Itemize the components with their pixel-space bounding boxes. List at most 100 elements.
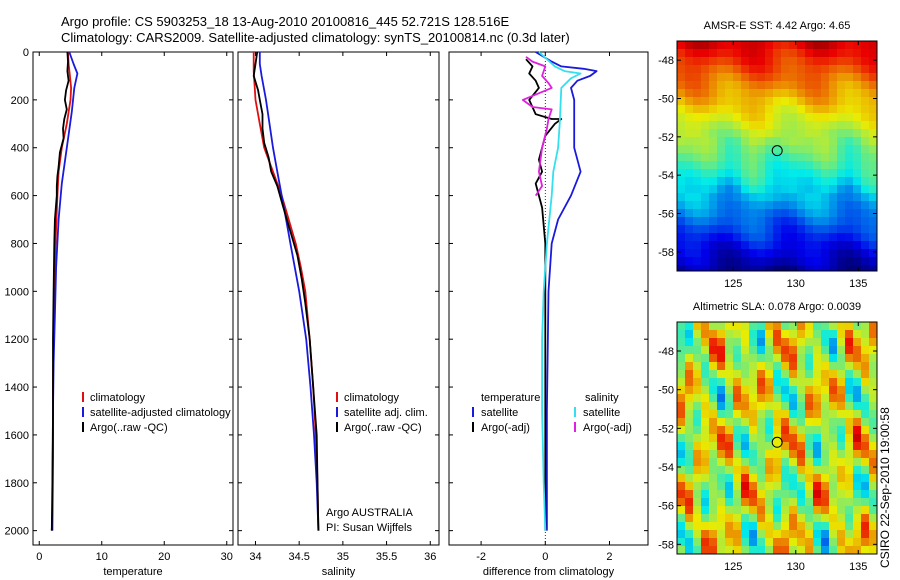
heatmap-cell	[725, 105, 734, 114]
heatmap-cell	[701, 546, 710, 555]
heatmap-cell	[805, 442, 814, 451]
heatmap-cell	[685, 402, 694, 411]
heatmap-cell	[869, 362, 878, 371]
heatmap-cell	[837, 482, 846, 491]
heatmap-cell	[805, 434, 814, 443]
heatmap-cell	[821, 474, 830, 483]
heatmap-cell	[741, 442, 750, 451]
heatmap-cell	[733, 514, 742, 523]
heatmap-cell	[693, 209, 702, 218]
heatmap-cell	[789, 474, 798, 483]
heatmap-cell	[693, 362, 702, 371]
heatmap-cell	[725, 121, 734, 130]
heatmap-cell	[773, 169, 782, 178]
heatmap-cell	[853, 370, 862, 379]
heatmap-cell	[837, 362, 846, 371]
heatmap-cell	[677, 105, 686, 114]
heatmap-cell	[741, 458, 750, 467]
heatmap-cell	[845, 522, 854, 531]
x-tick-label: -2	[476, 551, 486, 563]
heatmap-cell	[741, 241, 750, 250]
heatmap-cell	[797, 185, 806, 194]
heatmap-cell	[845, 169, 854, 178]
heatmap-cell	[789, 482, 798, 491]
heatmap-cell	[853, 169, 862, 178]
heatmap-cell	[709, 530, 718, 539]
heatmap-cell	[685, 121, 694, 130]
heatmap-cell	[733, 386, 742, 395]
heatmap-cell	[773, 466, 782, 475]
heatmap-cell	[757, 498, 766, 507]
heatmap-cell	[709, 97, 718, 106]
heatmap-cell	[837, 442, 846, 451]
heatmap-cell	[837, 113, 846, 122]
heatmap-cell	[837, 249, 846, 258]
heatmap-cell	[693, 530, 702, 539]
heatmap-cell	[781, 257, 790, 266]
heatmap-cell	[693, 265, 702, 272]
heatmap-cell	[717, 506, 726, 515]
heatmap-cell	[677, 354, 686, 363]
heatmap-cell	[837, 81, 846, 90]
heatmap-cell	[853, 426, 862, 435]
heatmap-cell	[773, 153, 782, 162]
heatmap-cell	[789, 530, 798, 539]
heatmap-cell	[765, 410, 774, 419]
heatmap-cell	[781, 386, 790, 395]
heatmap-cell	[733, 105, 742, 114]
heatmap-cell	[813, 522, 822, 531]
heatmap-cell	[677, 506, 686, 515]
legend-entry: Argo(-adj)	[583, 422, 632, 434]
heatmap-cell	[709, 458, 718, 467]
heatmap-cell	[733, 378, 742, 387]
heatmap-cell	[853, 257, 862, 266]
heatmap-cell	[845, 330, 854, 339]
heatmap-cell	[765, 105, 774, 114]
legend-entry: Argo(-adj)	[481, 422, 530, 434]
heatmap-cell	[797, 225, 806, 234]
heatmap-cell	[805, 458, 814, 467]
heatmap-cell	[845, 145, 854, 154]
heatmap-cell	[693, 370, 702, 379]
heatmap-cell	[749, 193, 758, 202]
heatmap-cell	[741, 185, 750, 194]
heatmap-cell	[821, 458, 830, 467]
heatmap-cell	[757, 249, 766, 258]
heatmap-cell	[749, 177, 758, 186]
heatmap-cell	[813, 57, 822, 66]
heatmap-cell	[845, 265, 854, 272]
heatmap-cell	[813, 514, 822, 523]
heatmap-cell	[845, 498, 854, 507]
heatmap-cell	[749, 418, 758, 427]
heatmap-cell	[861, 57, 870, 66]
heatmap-cell	[709, 482, 718, 491]
heatmap-cell	[741, 65, 750, 74]
heatmap-cell	[765, 201, 774, 210]
heatmap-cell	[725, 418, 734, 427]
y-tick-label: -54	[658, 462, 674, 474]
heatmap-cell	[781, 354, 790, 363]
heatmap-cell	[797, 209, 806, 218]
heatmap-cell	[693, 434, 702, 443]
heatmap-cell	[813, 386, 822, 395]
heatmap-cell	[821, 65, 830, 74]
heatmap-cell	[693, 57, 702, 66]
heatmap-cell	[717, 466, 726, 475]
heatmap-cell	[781, 97, 790, 106]
heatmap-cell	[853, 129, 862, 138]
heatmap-cell	[725, 330, 734, 339]
heatmap-cell	[733, 177, 742, 186]
heatmap-cell	[741, 330, 750, 339]
series-line	[538, 51, 582, 531]
heatmap-cell	[805, 129, 814, 138]
x-tick-label: 0	[36, 551, 42, 563]
heatmap-cell	[869, 233, 878, 242]
heatmap-cell	[701, 65, 710, 74]
heatmap-cell	[789, 113, 798, 122]
heatmap-cell	[861, 514, 870, 523]
heatmap-cell	[797, 89, 806, 98]
heatmap-cell	[685, 338, 694, 347]
heatmap-cell	[773, 41, 782, 50]
map-title: AMSR-E SST: 4.42 Argo: 4.65	[704, 20, 851, 32]
heatmap-cell	[781, 362, 790, 371]
